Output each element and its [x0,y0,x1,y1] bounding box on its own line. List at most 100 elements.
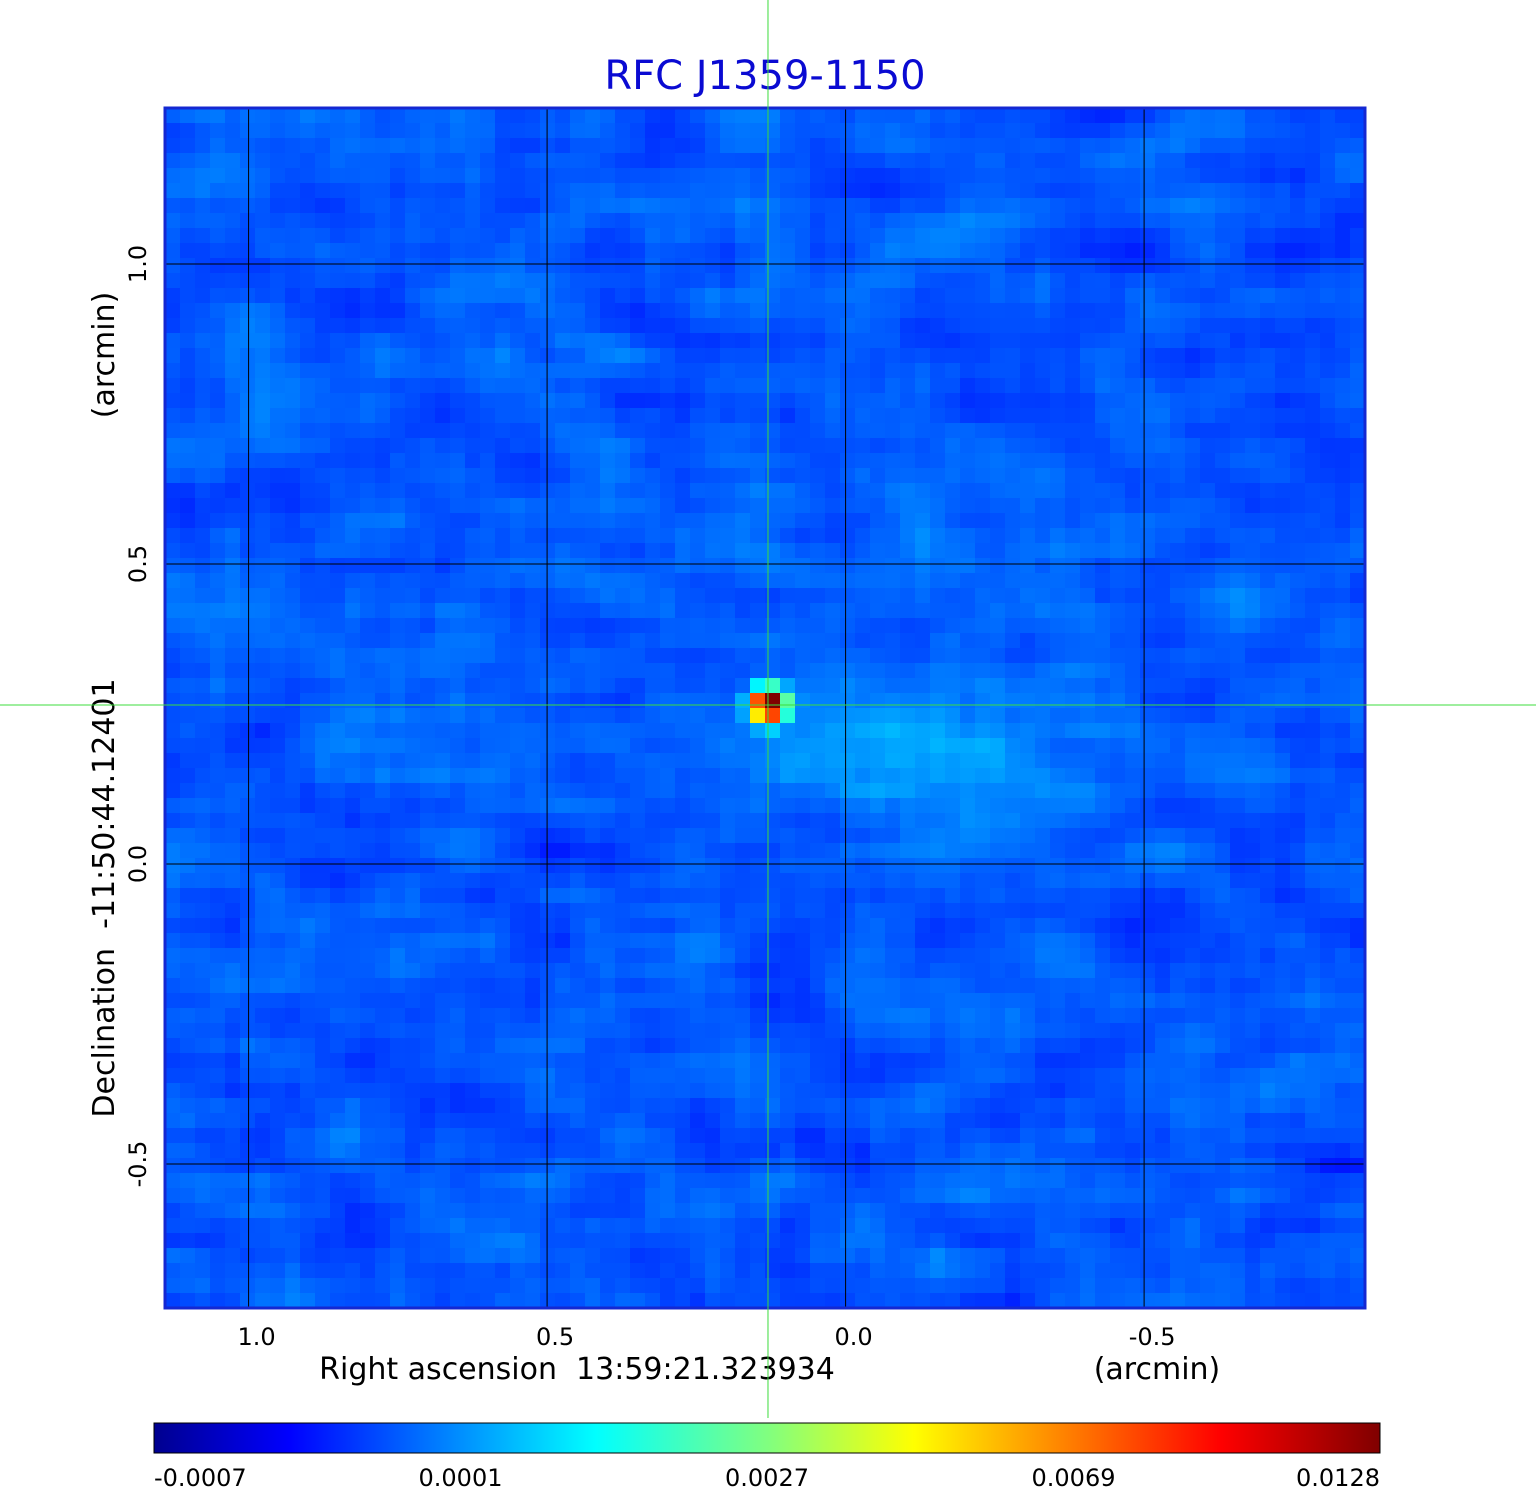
image-pixel [210,603,226,619]
image-pixel [420,258,436,274]
image-pixel [405,228,421,244]
image-pixel [1170,273,1186,289]
image-pixel [1035,903,1051,919]
image-pixel [885,918,901,934]
image-pixel [1080,813,1096,829]
image-pixel [1320,888,1336,904]
image-pixel [345,513,361,529]
image-pixel [690,858,706,874]
image-pixel [1350,1008,1365,1024]
image-pixel [585,648,601,664]
image-pixel [795,168,811,184]
image-pixel [765,873,781,889]
image-pixel [390,753,406,769]
image-pixel [960,348,976,364]
image-pixel [195,438,211,454]
image-pixel [690,498,706,514]
image-pixel [1245,393,1261,409]
image-pixel [225,933,241,949]
image-pixel [1290,198,1306,214]
image-pixel [780,243,796,259]
image-pixel [945,588,961,604]
image-pixel [1275,408,1291,424]
image-pixel [300,423,316,439]
image-pixel [990,828,1006,844]
image-pixel [315,138,331,154]
image-pixel [720,333,736,349]
image-pixel [975,573,991,589]
image-pixel [1230,723,1246,739]
image-pixel [930,993,946,1009]
image-pixel [1110,858,1126,874]
image-pixel [1110,513,1126,529]
image-pixel [555,753,571,769]
image-pixel [1155,843,1171,859]
image-pixel [1080,843,1096,859]
image-pixel [1155,228,1171,244]
image-pixel [195,318,211,334]
image-pixel [330,873,346,889]
image-pixel [945,828,961,844]
image-pixel [195,303,211,319]
image-pixel [690,1008,706,1024]
image-pixel [1170,183,1186,199]
image-pixel [390,918,406,934]
image-pixel [1080,903,1096,919]
image-pixel [1320,648,1336,664]
image-pixel [450,318,466,334]
image-pixel [585,393,601,409]
image-pixel [1125,558,1141,574]
image-pixel [1320,168,1336,184]
image-pixel [615,813,631,829]
image-pixel [1275,348,1291,364]
image-pixel [405,903,421,919]
image-pixel [1155,888,1171,904]
image-pixel [1125,198,1141,214]
image-pixel [810,753,826,769]
image-pixel [900,558,916,574]
image-pixel [825,843,841,859]
image-pixel [1170,423,1186,439]
image-pixel [1005,948,1021,964]
image-pixel [840,753,856,769]
image-pixel [1155,723,1171,739]
image-pixel [585,933,601,949]
image-pixel [855,663,871,679]
image-pixel [750,153,766,169]
image-pixel [1185,873,1201,889]
image-pixel [480,153,496,169]
image-pixel [165,603,181,619]
image-pixel [765,633,781,649]
image-pixel [915,213,931,229]
image-pixel [165,648,181,664]
image-pixel [405,963,421,979]
image-pixel [900,963,916,979]
image-pixel [1320,498,1336,514]
image-pixel [495,888,511,904]
image-pixel [240,993,256,1009]
image-pixel [225,963,241,979]
image-pixel [1245,273,1261,289]
image-pixel [465,378,481,394]
image-pixel [960,408,976,424]
image-pixel [555,948,571,964]
image-pixel [1155,828,1171,844]
image-pixel [555,258,571,274]
image-pixel [1185,438,1201,454]
image-pixel [1005,978,1021,994]
image-pixel [1050,888,1066,904]
image-pixel [735,273,751,289]
image-pixel [1155,993,1171,1009]
image-pixel [435,723,451,739]
image-pixel [645,393,661,409]
image-pixel [375,333,391,349]
image-pixel [1200,708,1216,724]
image-pixel [870,663,886,679]
image-pixel [945,228,961,244]
image-pixel [930,138,946,154]
image-pixel [300,453,316,469]
image-pixel [300,543,316,559]
image-pixel [240,678,256,694]
image-pixel [450,1023,466,1039]
image-pixel [1245,408,1261,424]
